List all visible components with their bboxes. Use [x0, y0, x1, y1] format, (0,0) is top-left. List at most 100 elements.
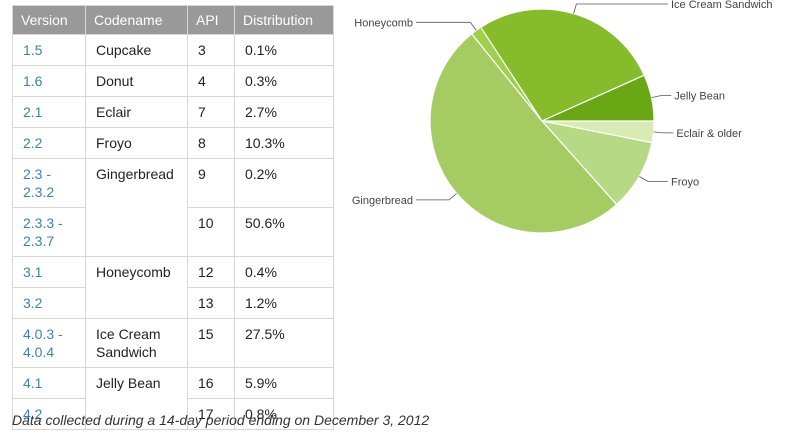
version-cell: 1.5 [12, 34, 86, 66]
version-text: 2.3 - [23, 166, 52, 182]
pie-label: Ice Cream Sandwich [671, 0, 773, 11]
codename-text: Cupcake [96, 42, 152, 58]
data-caption: Data collected during a 14-day period en… [12, 412, 430, 428]
header-distribution: Distribution [234, 5, 334, 35]
distribution-cell: 50.6% [234, 207, 334, 257]
version-text: 4.0.4 [23, 344, 55, 360]
version-cell: 4.2 [12, 398, 86, 430]
api-cell: 17 [187, 398, 235, 430]
pie-leader-line [639, 176, 668, 182]
pie-leader-line [653, 131, 674, 134]
codename-text: Ice Cream [96, 326, 161, 342]
version-text: 2.3.2 [23, 184, 55, 200]
api-cell: 16 [187, 367, 235, 399]
header-version: Version [12, 5, 86, 35]
distribution-cell: 27.5% [234, 318, 334, 368]
version-text: 2.3.3 - [23, 215, 63, 231]
api-cell: 10 [187, 207, 235, 257]
version-cell: 3.2 [12, 287, 86, 319]
distribution-cell: 0.3% [234, 65, 334, 97]
version-text: 2.1 [23, 104, 43, 120]
api-cell: 15 [187, 318, 235, 368]
codename-cell: Jelly Bean [85, 367, 188, 430]
distribution-cell: 0.4% [234, 256, 334, 288]
distribution-cell: 5.9% [234, 367, 334, 399]
codename-cell: Cupcake [85, 34, 188, 66]
api-cell: 9 [187, 158, 235, 208]
distribution-cell: 0.8% [234, 398, 334, 430]
pie-label: Eclair & older [676, 128, 742, 140]
version-text: 1.5 [23, 42, 43, 58]
pie-label: Jelly Bean [674, 91, 725, 103]
version-cell: 4.0.3 - 4.0.4 [12, 318, 86, 368]
version-text: 4.1 [23, 375, 43, 391]
api-cell: 4 [187, 65, 235, 97]
api-cell: 3 [187, 34, 235, 66]
pie-leader-line [573, 3, 668, 14]
pie-leader-line [416, 193, 457, 201]
distribution-cell: 1.2% [234, 287, 334, 319]
pie-slice-gingerbread [429, 32, 618, 234]
api-cell: 12 [187, 256, 235, 288]
table-row: 1.6 Donut 4 0.3% [12, 65, 334, 97]
version-cell: 2.2 [12, 127, 86, 159]
version-cell: 1.6 [12, 65, 86, 97]
version-cell: 2.1 [12, 96, 86, 128]
version-text: 4.2 [23, 406, 43, 422]
pie-label: Honeycomb [354, 17, 413, 29]
table-row: 1.5 Cupcake 3 0.1% [12, 34, 334, 66]
codename-text: Sandwich [96, 344, 157, 360]
distribution-cell: 0.2% [234, 158, 334, 208]
codename-cell: Honeycomb [85, 256, 188, 319]
pie-slices [429, 8, 655, 234]
version-cell: 2.3.3 - 2.3.7 [12, 207, 86, 257]
table-row: 3.2 13 1.2% [12, 287, 334, 319]
table-row: 4.1 Jelly Bean 16 5.9% [12, 367, 334, 430]
codename-text: Jelly Bean [96, 375, 161, 391]
distribution-cell: 10.3% [234, 127, 334, 159]
header-api: API [187, 5, 235, 35]
version-text: 2.2 [23, 135, 43, 151]
table-row: 4.2 17 0.8% [12, 398, 334, 430]
pie-leader-line [651, 95, 672, 98]
distribution-cell: 0.1% [234, 34, 334, 66]
codename-text: Donut [96, 73, 134, 89]
version-cell: 3.1 [12, 256, 86, 288]
codename-cell: Ice Cream Sandwich [85, 318, 188, 368]
codename-cell: Donut [85, 65, 188, 97]
codename-text: Eclair [96, 104, 132, 120]
api-cell: 8 [187, 127, 235, 159]
table-row: 2.2 Froyo 8 10.3% [12, 127, 334, 159]
distribution-cell: 2.7% [234, 96, 334, 128]
header-codename: Codename [85, 5, 188, 35]
api-cell: 7 [187, 96, 235, 128]
pie-leader-line [416, 21, 477, 31]
distribution-pie-chart: Eclair & older Froyo Gingerbread Honeycomb I… [352, 0, 773, 234]
codename-cell: Froyo [85, 127, 188, 159]
table-row: 2.1 Eclair 7 2.7% [12, 96, 334, 128]
pie-slice-froyo [540, 120, 653, 206]
api-cell: 13 [187, 287, 235, 319]
codename-text: Froyo [96, 135, 132, 151]
table-header-row: Version Codename API Distribution [12, 5, 334, 35]
codename-cell: Gingerbread [85, 158, 188, 257]
version-cell: 4.1 [12, 367, 86, 399]
table-row: 2.3 - 2.3.2 Gingerbread 9 0.2% [12, 158, 334, 257]
version-text: 2.3.7 [23, 233, 55, 249]
table-row: 3.1 Honeycomb 12 0.4% [12, 256, 334, 319]
pie-label: Gingerbread [352, 195, 413, 207]
table-body: 1.5 Cupcake 3 0.1% 1.6 Donut 4 0.3% 2.1 Eclair 7 2.… [12, 34, 334, 430]
table-row: 4.0.3 - 4.0.4 Ice Cream Sandwich 15 27.5% [12, 318, 334, 368]
distribution-table: Version Codename API Distribution 1.5 Cup… [12, 5, 334, 430]
version-text: 3.2 [23, 295, 43, 311]
version-text: 3.1 [23, 264, 43, 280]
codename-cell: Eclair [85, 96, 188, 128]
version-cell: 2.3 - 2.3.2 [12, 158, 86, 208]
pie-labels: Eclair & older Froyo Gingerbread Honeycomb I… [352, 0, 773, 207]
table-row: 2.3.3 - 2.3.7 10 50.6% [12, 207, 334, 257]
codename-text: Honeycomb [96, 264, 171, 280]
pie-label: Froyo [671, 176, 699, 188]
version-text: 4.0.3 - [23, 326, 63, 342]
version-text: 1.6 [23, 73, 43, 89]
codename-text: Gingerbread [96, 166, 174, 182]
